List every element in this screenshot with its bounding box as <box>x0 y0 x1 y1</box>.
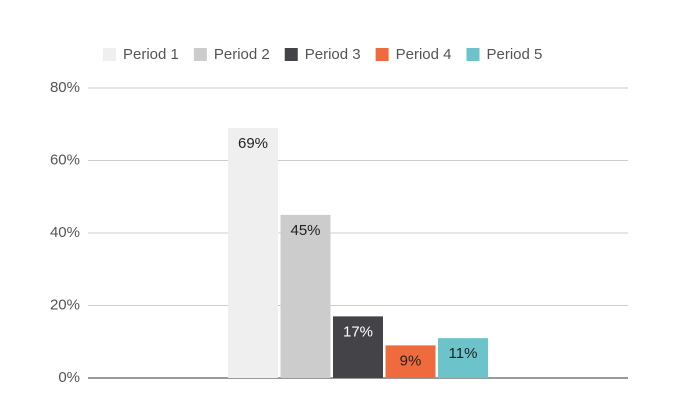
y-tick-label: 20% <box>50 296 80 313</box>
legend-swatch <box>466 48 480 61</box>
bar <box>385 345 436 378</box>
data-label: 9% <box>400 352 422 369</box>
bar <box>438 338 488 378</box>
legend-label: Period 4 <box>396 46 452 63</box>
data-label: 11% <box>449 345 478 362</box>
legend-label: Period 1 <box>123 46 179 63</box>
data-label: 69% <box>238 135 268 152</box>
legend-swatch <box>103 48 116 61</box>
data-label: 17% <box>343 323 373 340</box>
legend-swatch <box>193 48 207 61</box>
bar <box>228 127 278 378</box>
legend-swatch <box>375 48 389 61</box>
legend-label: Period 2 <box>214 46 270 63</box>
legend-label: Period 3 <box>305 46 361 63</box>
bar <box>280 214 331 378</box>
y-tick-label: 40% <box>50 224 80 241</box>
bar <box>333 316 383 378</box>
legend-label: Period 5 <box>487 46 543 63</box>
data-label: 45% <box>290 222 320 239</box>
y-tick-label: 80% <box>50 79 80 96</box>
y-tick-label: 60% <box>50 151 80 168</box>
legend-swatch <box>284 48 298 61</box>
y-tick-label: 0% <box>58 369 80 386</box>
